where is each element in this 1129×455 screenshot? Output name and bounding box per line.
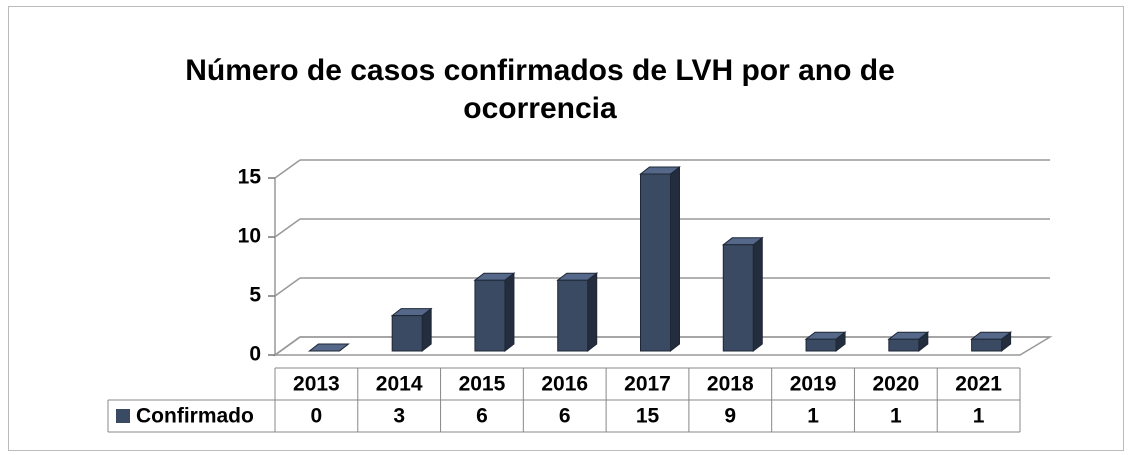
bar-front [888,338,920,352]
bar [556,272,599,353]
table-value: 6 [476,405,488,428]
x-tick-label: 2019 [790,373,837,396]
x-tick-label: 2015 [459,373,506,396]
legend-key [116,409,130,423]
table-value: 1 [973,405,985,428]
y-tick-label: 10 [238,225,261,248]
bar-front [391,315,423,352]
x-tick-label: 2014 [376,373,423,396]
chart-frame [8,6,1124,451]
bar-side [752,236,763,353]
bar [307,343,350,352]
bar-front [805,338,837,352]
bar [721,236,764,353]
x-tick-label: 2017 [624,373,671,396]
bar-front [971,338,1003,352]
bar [639,165,681,353]
table-value: 1 [890,405,902,428]
chart-title: Número de casos confirmados de LVH por a… [185,54,895,125]
bar [473,272,516,353]
bar-front [474,279,506,352]
y-tick-label: 5 [249,284,261,307]
y-tick-label: 15 [238,166,262,189]
bar [390,307,433,353]
x-tick-label: 2018 [707,373,754,396]
grid-line [274,277,301,297]
y-tick-label: 0 [249,343,261,366]
grid-line [274,159,301,179]
back-wall-edge [274,178,301,357]
bar [887,331,930,353]
bar [970,331,1013,353]
bar [804,331,847,353]
table-value: 6 [559,405,571,428]
bar-front [557,279,589,352]
bar-front [722,244,754,352]
bar-side [504,272,515,353]
x-tick-label: 2016 [541,373,588,396]
table-value: 3 [393,405,405,428]
grid-line [274,218,301,238]
table-value: 1 [807,405,819,428]
bar-side [670,165,680,353]
table-value: 15 [636,405,660,428]
x-tick-label: 2020 [872,373,919,396]
bar-top [307,343,350,352]
legend-label: Confirmado [136,405,254,428]
table-value: 0 [311,405,323,428]
bar-side [587,272,598,353]
grid-line [274,336,301,356]
bar-front [640,173,671,352]
x-tick-label: 2013 [293,373,340,396]
x-tick-label: 2021 [955,373,1002,396]
table-value: 9 [724,405,736,428]
